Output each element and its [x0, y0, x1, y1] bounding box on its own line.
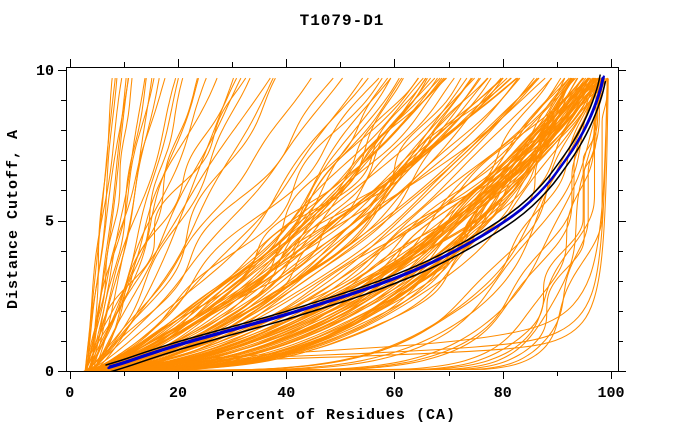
ensemble-curve — [86, 77, 591, 371]
ensemble-curve — [91, 78, 609, 371]
ensemble-curve — [91, 78, 113, 371]
ensemble-curve — [84, 78, 597, 371]
ensemble-curve — [88, 78, 147, 371]
y-tick-label: 0 — [45, 364, 54, 381]
ensemble-curve — [91, 77, 251, 371]
ensemble-curve — [92, 77, 570, 371]
ensemble-curve — [88, 77, 603, 371]
ensemble-curve — [92, 78, 601, 371]
ensemble-curve — [88, 77, 540, 371]
ensemble-curve — [89, 77, 274, 371]
ensemble-curve — [85, 77, 419, 371]
ensemble-curve — [85, 77, 369, 371]
ensemble-curve — [85, 77, 599, 371]
ensemble-curve — [86, 77, 200, 371]
ensemble-curve — [83, 77, 392, 371]
x-tick-label: 100 — [597, 385, 624, 402]
ensemble-curve — [83, 77, 604, 371]
ensemble-curve — [85, 77, 364, 371]
ensemble-curve — [91, 77, 436, 371]
outlier-curve — [85, 78, 608, 371]
ensemble-curve — [86, 77, 344, 371]
ensemble-curve — [87, 78, 146, 371]
ensemble-curve — [87, 77, 609, 371]
ensemble-curve — [89, 77, 432, 371]
x-tick-label: 60 — [385, 385, 403, 402]
ensemble-curve — [87, 77, 271, 371]
ensemble-curve — [85, 77, 504, 371]
ensemble-curve — [86, 77, 590, 371]
ensemble-curve — [90, 77, 276, 371]
ensemble-curves — [83, 77, 609, 371]
ensemble-curve — [87, 77, 383, 371]
ensemble-curve — [87, 77, 604, 371]
ensemble-curve — [86, 77, 600, 371]
ensemble-curve — [85, 77, 508, 371]
x-tick-label: 20 — [169, 385, 187, 402]
ensemble-curve — [84, 77, 590, 371]
chart-title: T1079-D1 — [299, 12, 385, 30]
ensemble-curve — [89, 77, 521, 371]
highlighted-model-curves-curve — [108, 75, 605, 368]
plot-border — [66, 67, 619, 372]
ensemble-curve — [85, 77, 600, 371]
ensemble-curve — [88, 77, 420, 371]
ensemble-curve — [84, 77, 392, 371]
y-axis-label: Distance Cutoff, A — [5, 129, 22, 309]
ensemble-curve — [88, 77, 608, 371]
y-tick-labels: 0 5 10 — [36, 63, 54, 381]
best-model-curves — [105, 74, 607, 371]
x-tick-label: 40 — [277, 385, 295, 402]
best-model-curves-curve — [105, 74, 601, 366]
outlier-curve — [85, 78, 609, 371]
y-tick-label: 10 — [36, 63, 54, 80]
ensemble-curve — [90, 77, 446, 371]
outlier-curves — [85, 78, 609, 371]
ensemble-curve — [89, 77, 441, 371]
x-tick-label: 80 — [494, 385, 512, 402]
ensemble-curve — [84, 78, 123, 371]
ensemble-curve — [84, 77, 247, 371]
ensemble-curve — [87, 77, 179, 371]
ensemble-curve — [84, 77, 427, 371]
ensemble-curve — [87, 77, 443, 371]
ensemble-curve — [85, 77, 155, 371]
ensemble-curve — [87, 78, 602, 371]
highlighted-model-curves — [107, 75, 605, 370]
best-model-curves-curve — [110, 80, 607, 371]
x-axis-label: Percent of Residues (CA) — [216, 407, 456, 424]
ensemble-curve — [93, 77, 502, 371]
outlier-curve — [85, 78, 608, 371]
ensemble-curve — [86, 77, 596, 371]
ensemble-curve — [89, 77, 565, 371]
ensemble-curve — [92, 77, 234, 371]
ensemble-curve — [91, 77, 603, 371]
ensemble-curve — [85, 77, 166, 371]
ensemble-curve — [90, 77, 585, 371]
ensemble-curve — [89, 77, 603, 371]
ensemble-curve — [91, 77, 595, 371]
ensemble-curve — [93, 77, 198, 371]
ensemble-curve — [84, 78, 133, 371]
x-tick-label: 0 — [65, 385, 74, 402]
ensemble-curve — [86, 78, 605, 371]
curves — [83, 74, 609, 371]
ensemble-curve — [86, 77, 312, 371]
y-tick-label: 5 — [45, 214, 54, 231]
ensemble-curve — [84, 77, 445, 371]
x-tick-labels: 0 20 40 60 80 100 — [65, 385, 624, 402]
ensemble-curve — [89, 77, 472, 371]
